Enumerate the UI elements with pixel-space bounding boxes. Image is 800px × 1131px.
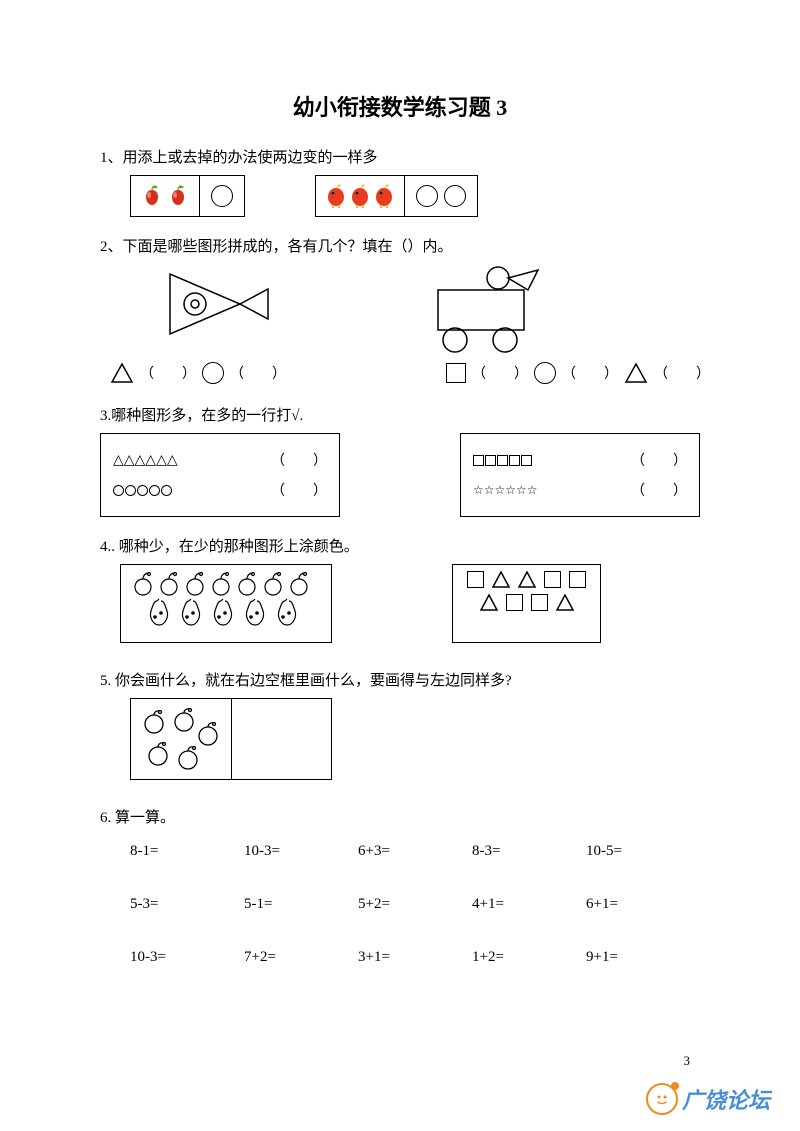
q2-answer-right: （ ） （ ） （ ） — [446, 362, 710, 384]
blank: （ ） — [654, 363, 710, 383]
calc-cell: 6+1= — [586, 896, 700, 913]
calc-cell: 6+3= — [358, 843, 472, 860]
q1-figures — [130, 175, 700, 217]
q1-right-circles — [404, 176, 477, 216]
site-logo: 广饶论坛 — [646, 1083, 770, 1115]
calc-cell: 5-1= — [244, 896, 358, 913]
q1-left-circles — [199, 176, 244, 216]
question-3: 3.哪种图形多，在多的一行打√. △△△△△△ （ ） （ ） — [100, 404, 700, 517]
calc-cell: 8-1= — [130, 843, 244, 860]
calc-cell: 9+1= — [586, 949, 700, 966]
q5-text: 5. 你会画什么，就在右边空框里画什么，要画得与左边同样多? — [100, 669, 700, 690]
calc-cell: 1+2= — [472, 949, 586, 966]
q1-left-apples — [131, 176, 199, 216]
calc-cell: 5-3= — [130, 896, 244, 913]
q4-text: 4.. 哪种少，在少的那种图形上涂颜色。 — [100, 535, 700, 556]
calc-cell: 10-5= — [586, 843, 700, 860]
q3-text: 3.哪种图形多，在多的一行打√. — [100, 404, 700, 425]
q6-grid: 8-1= 10-3= 6+3= 8-3= 10-5= 5-3= 5-1= 5+2… — [130, 843, 700, 966]
q4-box2 — [452, 564, 601, 643]
page-title: 幼小衔接数学练习题 3 — [100, 90, 700, 122]
calc-cell: 7+2= — [244, 949, 358, 966]
blank: （ ） — [271, 450, 327, 470]
question-5: 5. 你会画什么，就在右边空框里画什么，要画得与左边同样多? — [100, 669, 700, 780]
blank: （ ） — [271, 480, 327, 500]
q3-box1: △△△△△△ （ ） （ ） — [100, 433, 340, 517]
blank: （ ） — [631, 450, 687, 470]
calc-cell: 3+1= — [358, 949, 472, 966]
q2-cart-diagram — [420, 264, 570, 354]
q3-box2: （ ） ☆☆☆☆☆☆ （ ） — [460, 433, 700, 517]
q2-fish-diagram — [140, 264, 280, 344]
q2-answer-left: （ ） （ ） — [110, 362, 286, 384]
question-2: 2、下面是哪些图形拼成的，各有几个？填在（）内。 （ ） （ ） — [100, 235, 700, 384]
blank: （ ） — [472, 363, 528, 383]
question-6: 6. 算一算。 8-1= 10-3= 6+3= 8-3= 10-5= 5-3= … — [100, 806, 700, 966]
q2-text: 2、下面是哪些图形拼成的，各有几个？填在（）内。 — [100, 235, 700, 256]
blank: （ ） — [140, 363, 196, 383]
question-4: 4.. 哪种少，在少的那种图形上涂颜色。 — [100, 535, 700, 643]
calc-cell: 8-3= — [472, 843, 586, 860]
q1-right-birds — [316, 176, 404, 216]
blank: （ ） — [562, 363, 618, 383]
calc-cell: 10-3= — [130, 949, 244, 966]
calc-cell: 5+2= — [358, 896, 472, 913]
q5-left-cell — [131, 699, 231, 779]
blank: （ ） — [631, 480, 687, 500]
q6-text: 6. 算一算。 — [100, 806, 700, 827]
page-number: 3 — [684, 1053, 691, 1069]
q5-right-cell — [231, 699, 332, 779]
q1-text: 1、用添上或去掉的办法使两边变的一样多 — [100, 146, 700, 167]
question-1: 1、用添上或去掉的办法使两边变的一样多 — [100, 146, 700, 217]
logo-icon — [646, 1083, 678, 1115]
q4-box1 — [120, 564, 332, 643]
logo-text: 广饶论坛 — [682, 1083, 770, 1115]
calc-cell: 10-3= — [244, 843, 358, 860]
calc-cell: 4+1= — [472, 896, 586, 913]
blank: （ ） — [230, 363, 286, 383]
